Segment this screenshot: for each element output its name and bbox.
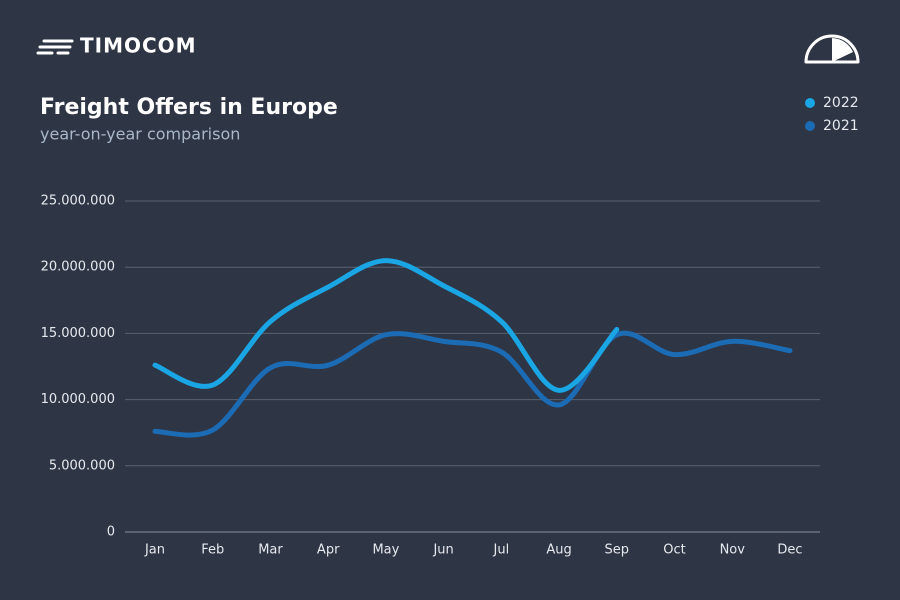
x-tick-label: Jul [493,543,510,558]
y-tick-label: 0 [107,525,115,540]
chart-title: Freight Offers in Europe [40,95,338,120]
x-tick-label: Apr [317,543,340,558]
x-tick-label: Aug [546,543,571,558]
x-tick-label: May [372,543,399,558]
x-tick-label: Oct [663,543,685,558]
series-line [152,258,620,393]
x-tick-label: Nov [720,543,746,558]
y-tick-label: 15.000.000 [41,326,115,341]
x-tick-label: Jun [432,543,453,558]
x-tick-label: Dec [777,543,802,558]
y-tick-label: 5.000.000 [49,458,115,473]
logo-icon [36,39,74,55]
gauge-icon [804,34,860,64]
legend-marker [805,98,815,108]
legend-marker [805,121,815,131]
legend-label: 2022 [823,95,859,111]
series-line [152,330,793,438]
x-tick-label: Sep [605,543,630,558]
y-tick-label: 20.000.000 [41,260,115,275]
y-tick-label: 10.000.000 [41,392,115,407]
y-tick-label: 25.000.000 [41,194,115,209]
chart-subtitle: year-on-year comparison [40,125,240,144]
x-tick-label: Jan [144,543,165,558]
x-tick-label: Feb [201,543,224,558]
x-tick-label: Mar [258,543,283,558]
brand: TIMOCOM [80,34,197,58]
legend-label: 2021 [823,118,859,134]
